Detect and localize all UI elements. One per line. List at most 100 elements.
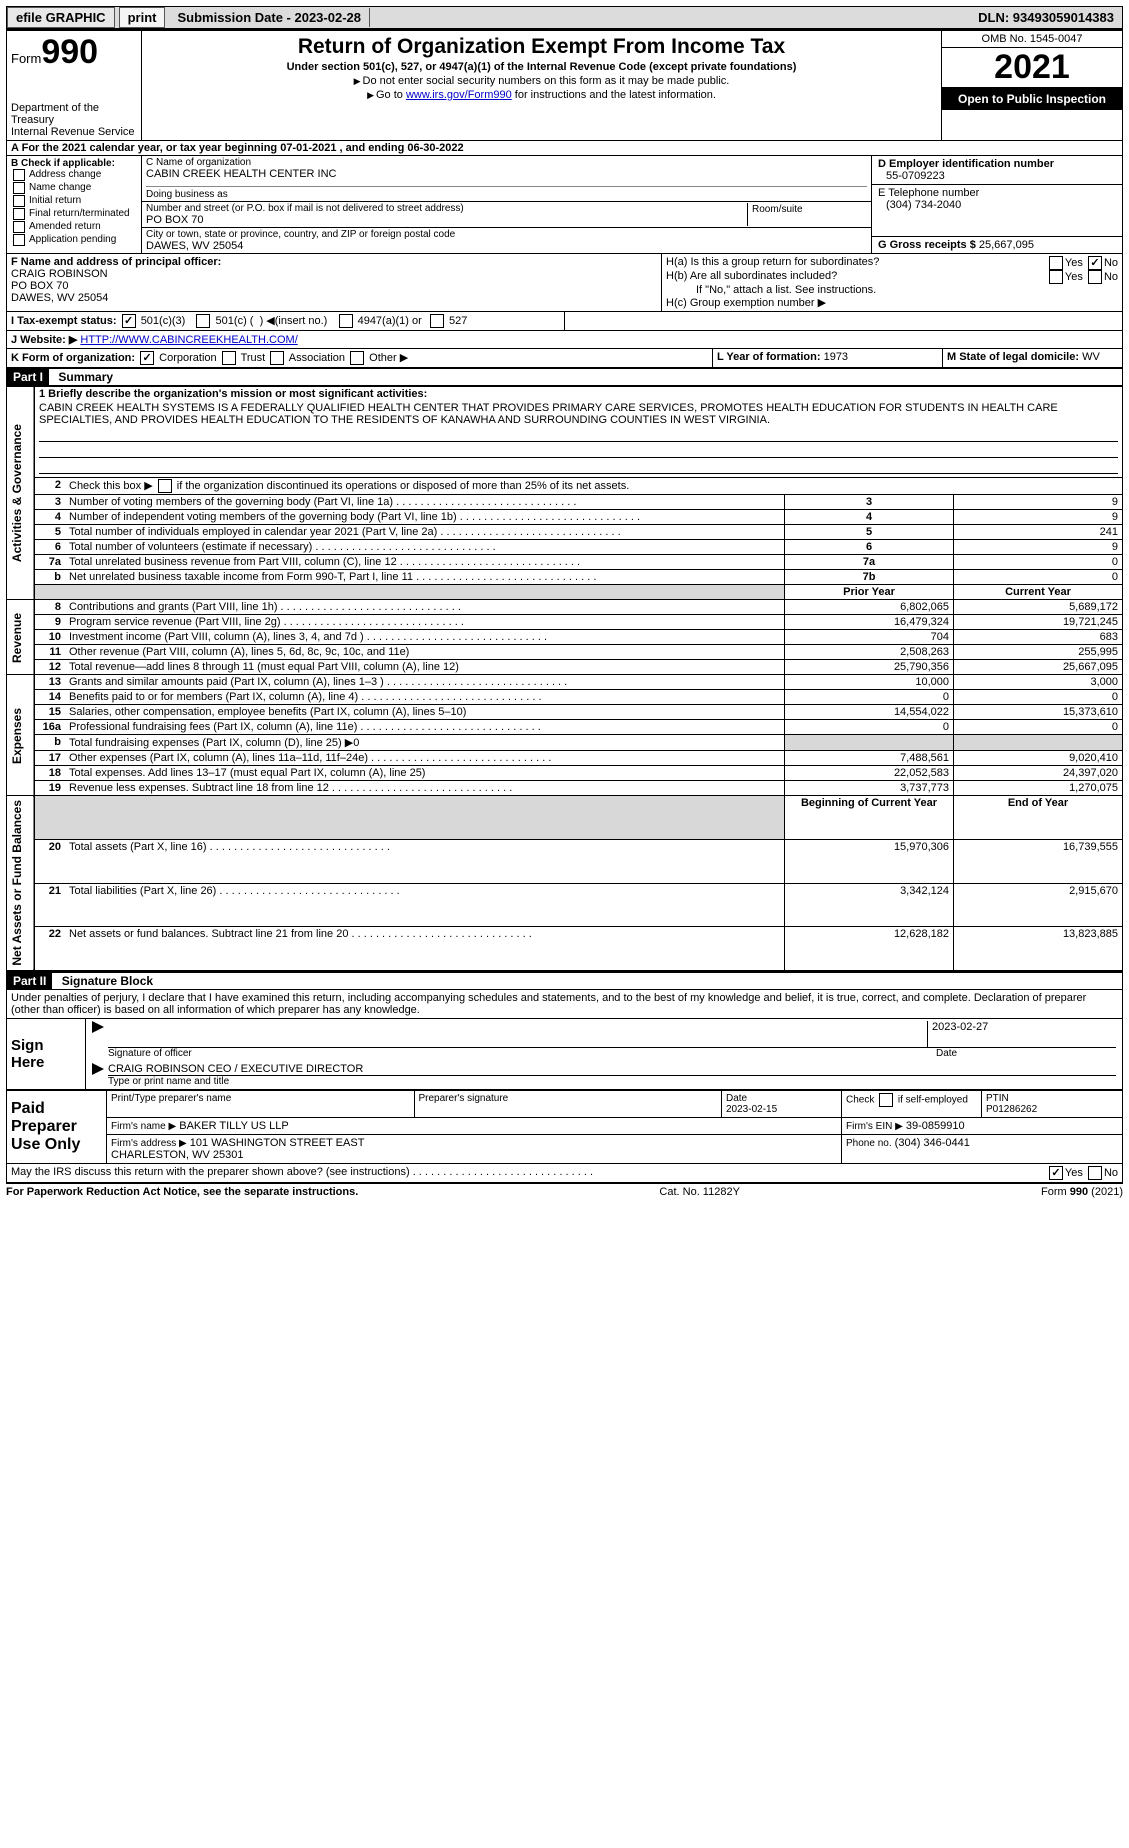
row-21-desc: Total liabilities (Part X, line 26): [65, 883, 785, 927]
sig-date: 2023-02-27: [927, 1021, 1116, 1048]
gross-receipts: 25,667,095: [979, 239, 1034, 251]
part2-header: Part II: [7, 973, 52, 989]
row-7a-desc: Total unrelated business revenue from Pa…: [65, 555, 785, 570]
section-f: F Name and address of principal officer:…: [7, 254, 662, 311]
section-h-cont: [565, 312, 1123, 330]
officer-typed-name: CRAIG ROBINSON CEO / EXECUTIVE DIRECTOR: [108, 1063, 1116, 1076]
row-7a-val: 0: [954, 555, 1123, 570]
e-label: E Telephone number: [878, 187, 1116, 199]
section-b: B Check if applicable: Address change Na…: [7, 156, 142, 253]
sign-here-label: Sign Here: [7, 1019, 86, 1089]
firm-phone-cell: Phone no. (304) 346-0441: [842, 1135, 1122, 1163]
efile-header: efile GRAPHIC print Submission Date - 20…: [6, 6, 1123, 29]
form-title: Return of Organization Exempt From Incom…: [146, 35, 937, 59]
irs-link[interactable]: www.irs.gov/Form990: [406, 89, 512, 101]
cb-501c3[interactable]: ✓: [122, 314, 136, 328]
efile-graphic-label: efile GRAPHIC: [7, 7, 115, 28]
row-15-desc: Salaries, other compensation, employee b…: [65, 705, 785, 720]
prep-name-label: Print/Type preparer's name: [107, 1091, 415, 1117]
org-website[interactable]: HTTP://WWW.CABINCREEKHEALTH.COM/: [80, 334, 297, 346]
row-4-desc: Number of independent voting members of …: [65, 510, 785, 525]
row-11-desc: Other revenue (Part VIII, column (A), li…: [65, 645, 785, 660]
row-17-desc: Other expenses (Part IX, column (A), lin…: [65, 751, 785, 766]
cb-corp[interactable]: ✓: [140, 351, 154, 365]
row-9-desc: Program service revenue (Part VIII, line…: [65, 615, 785, 630]
officer-name-label: Type or print name and title: [108, 1076, 229, 1087]
row-19-desc: Revenue less expenses. Subtract line 18 …: [65, 781, 785, 796]
part1-summary-label: Summary: [52, 370, 113, 384]
cb-address-change[interactable]: [13, 169, 25, 181]
form-label: Form: [11, 51, 41, 66]
row-18-desc: Total expenses. Add lines 13–17 (must eq…: [65, 766, 785, 781]
section-d-e-g: D Employer identification number 55-0709…: [872, 156, 1122, 253]
org-name: CABIN CREEK HEALTH CENTER INC: [146, 168, 867, 180]
row-10-desc: Investment income (Part VIII, column (A)…: [65, 630, 785, 645]
summary-table: Activities & Governance 1 Briefly descri…: [6, 386, 1123, 971]
form-header: Form990 Department of the Treasury Inter…: [6, 29, 1123, 141]
sign-here-block: Sign Here 2023-02-27 Signature of office…: [6, 1019, 1123, 1091]
cb-discuss-no[interactable]: [1088, 1166, 1102, 1180]
row-4-val: 9: [954, 510, 1123, 525]
side-activities: Activities & Governance: [7, 387, 35, 600]
addr-label: Number and street (or P.O. box if mail i…: [146, 203, 747, 214]
form-number-cell: Form990 Department of the Treasury Inter…: [7, 31, 142, 140]
row-14-desc: Benefits paid to or for members (Part IX…: [65, 690, 785, 705]
cb-ha-no[interactable]: ✓: [1088, 256, 1102, 270]
line2-text: Check this box ▶ if the organization dis…: [69, 480, 629, 492]
f-label: F Name and address of principal officer:: [11, 256, 221, 268]
row-12-desc: Total revenue—add lines 8 through 11 (mu…: [65, 660, 785, 675]
g-label: G Gross receipts $: [878, 239, 976, 251]
cb-amended[interactable]: [13, 221, 25, 233]
print-button[interactable]: print: [119, 7, 166, 28]
cb-assoc[interactable]: [270, 351, 284, 365]
row-6-desc: Total number of volunteers (estimate if …: [65, 540, 785, 555]
cb-hb-no[interactable]: [1088, 270, 1102, 284]
row-22-desc: Net assets or fund balances. Subtract li…: [65, 927, 785, 971]
paid-preparer-block: Paid Preparer Use Only Print/Type prepar…: [6, 1091, 1123, 1164]
cb-other[interactable]: [350, 351, 364, 365]
section-l: L Year of formation: 1973: [712, 349, 942, 367]
section-m: M State of legal domicile: WV: [942, 349, 1122, 367]
cb-line2[interactable]: [158, 479, 172, 493]
part2-title: Part II Signature Block: [6, 971, 1123, 990]
form-footer: Form 990 (2021): [1041, 1186, 1123, 1198]
cb-trust[interactable]: [222, 351, 236, 365]
line1-label: 1 Briefly describe the organization's mi…: [39, 388, 427, 400]
cb-self-employed[interactable]: [879, 1093, 893, 1107]
arrow-icon: [92, 1021, 104, 1033]
part1-header: Part I: [7, 369, 49, 385]
dln-label: DLN: 93493059014383: [970, 8, 1122, 27]
row-5-desc: Total number of individuals employed in …: [65, 525, 785, 540]
cb-ha-yes[interactable]: [1049, 256, 1063, 270]
cb-hb-yes[interactable]: [1049, 270, 1063, 284]
declaration-text: Under penalties of perjury, I declare th…: [6, 990, 1123, 1019]
cb-discuss-yes[interactable]: ✓: [1049, 1166, 1063, 1180]
d-label: D Employer identification number: [878, 158, 1116, 170]
cb-527[interactable]: [430, 314, 444, 328]
row-5-val: 241: [954, 525, 1123, 540]
prep-date-cell: Date2023-02-15: [722, 1091, 842, 1117]
prep-sig-label: Preparer's signature: [415, 1091, 723, 1117]
cb-final-return[interactable]: [13, 208, 25, 220]
line-a-tax-year: A For the 2021 calendar year, or tax yea…: [6, 141, 1123, 156]
row-3-val: 9: [954, 495, 1123, 510]
year-cell: OMB No. 1545-0047 2021 Open to Public In…: [942, 31, 1122, 140]
phone-value: (304) 734-2040: [878, 199, 1116, 211]
row-8-prior: 6,802,065: [785, 600, 954, 615]
dept-treasury: Department of the Treasury Internal Reve…: [11, 102, 137, 138]
ptin-cell: PTINP01286262: [982, 1091, 1122, 1117]
cb-pending[interactable]: [13, 234, 25, 246]
cb-name-change[interactable]: [13, 182, 25, 194]
hb-note: If "No," attach a list. See instructions…: [666, 284, 1118, 296]
check-self-employed: Check if self-employed: [842, 1091, 982, 1117]
cb-4947[interactable]: [339, 314, 353, 328]
block-i-j: I Tax-exempt status: ✓ 501(c)(3) 501(c) …: [6, 312, 1123, 331]
block-k-l-m: K Form of organization: ✓ Corporation Tr…: [6, 349, 1123, 369]
section-c: C Name of organization CABIN CREEK HEALT…: [142, 156, 872, 253]
cb-501c-other[interactable]: [196, 314, 210, 328]
row-8-curr: 5,689,172: [954, 600, 1123, 615]
part2-sig-label: Signature Block: [56, 974, 153, 988]
mission-text: CABIN CREEK HEALTH SYSTEMS IS A FEDERALL…: [39, 400, 1118, 428]
cb-initial-return[interactable]: [13, 195, 25, 207]
discuss-line: May the IRS discuss this return with the…: [6, 1164, 1123, 1183]
